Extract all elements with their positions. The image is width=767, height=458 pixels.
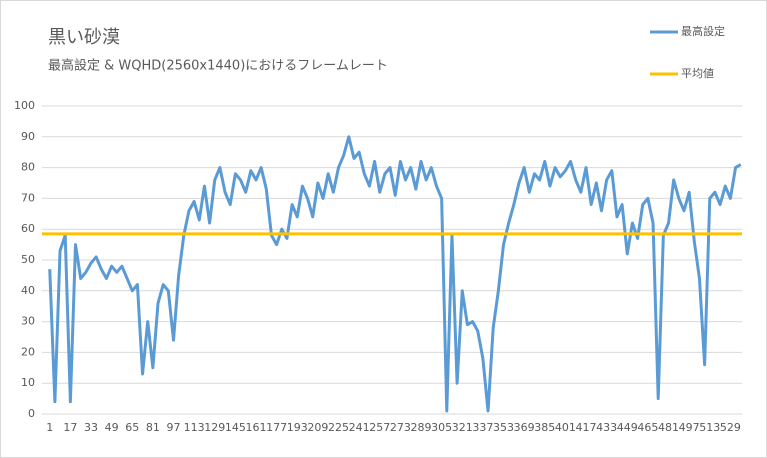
x-tick-label: 385: [534, 421, 555, 434]
x-tick-label: 417: [576, 421, 597, 434]
x-tick-label: 161: [245, 421, 266, 434]
x-tick-label: 401: [555, 421, 576, 434]
chart-title: 黒い砂漠: [48, 27, 120, 48]
y-tick-label: 70: [21, 191, 35, 204]
x-tick-label: 193: [287, 421, 308, 434]
x-tick-label: 241: [349, 421, 370, 434]
x-tick-label: 97: [166, 421, 180, 434]
y-tick-label: 10: [21, 376, 35, 389]
x-tick-label: 129: [204, 421, 225, 434]
x-tick-label: 465: [637, 421, 658, 434]
y-tick-label: 40: [21, 284, 35, 297]
x-tick-label: 449: [617, 421, 638, 434]
x-tick-label: 33: [84, 421, 98, 434]
x-tick-label: 337: [472, 421, 493, 434]
x-tick-label: 145: [225, 421, 246, 434]
legend-label: 最高設定: [681, 24, 725, 38]
x-tick-label: 369: [514, 421, 535, 434]
y-tick-label: 80: [21, 161, 35, 174]
y-tick-label: 90: [21, 130, 35, 143]
x-tick-label: 49: [105, 421, 119, 434]
x-tick-label: 177: [266, 421, 287, 434]
x-tick-label: 1: [46, 421, 53, 434]
data-line: [48, 135, 742, 413]
legend: 最高設定 平均値: [650, 24, 725, 80]
x-tick-label: 209: [307, 421, 328, 434]
y-tick-label: 60: [21, 222, 35, 235]
x-tick-label: 481: [658, 421, 679, 434]
x-tick-label: 289: [411, 421, 432, 434]
chart-subtitle: 最高設定 & WQHD(2560x1440)におけるフレームレート: [48, 58, 388, 74]
x-tick-label: 353: [493, 421, 514, 434]
x-tick-label: 17: [63, 421, 77, 434]
x-tick-label: 273: [390, 421, 411, 434]
x-tick-label: 113: [184, 421, 205, 434]
x-tick-label: 65: [125, 421, 139, 434]
y-tick-label: 0: [28, 407, 35, 420]
x-tick-label: 81: [146, 421, 160, 434]
y-tick-label: 30: [21, 315, 35, 328]
x-tick-label: 225: [328, 421, 349, 434]
x-tick-label: 497: [679, 421, 700, 434]
x-tick-label: 433: [596, 421, 617, 434]
legend-label: 平均値: [681, 67, 714, 80]
y-tick-label: 50: [21, 253, 35, 266]
y-tick-label: 100: [14, 99, 35, 112]
x-tick-label: 529: [720, 421, 741, 434]
x-tick-label: 305: [431, 421, 452, 434]
x-tick-label: 257: [369, 421, 390, 434]
y-tick-label: 20: [21, 345, 35, 358]
x-tick-label: 321: [452, 421, 473, 434]
x-tick-label: 513: [699, 421, 720, 434]
